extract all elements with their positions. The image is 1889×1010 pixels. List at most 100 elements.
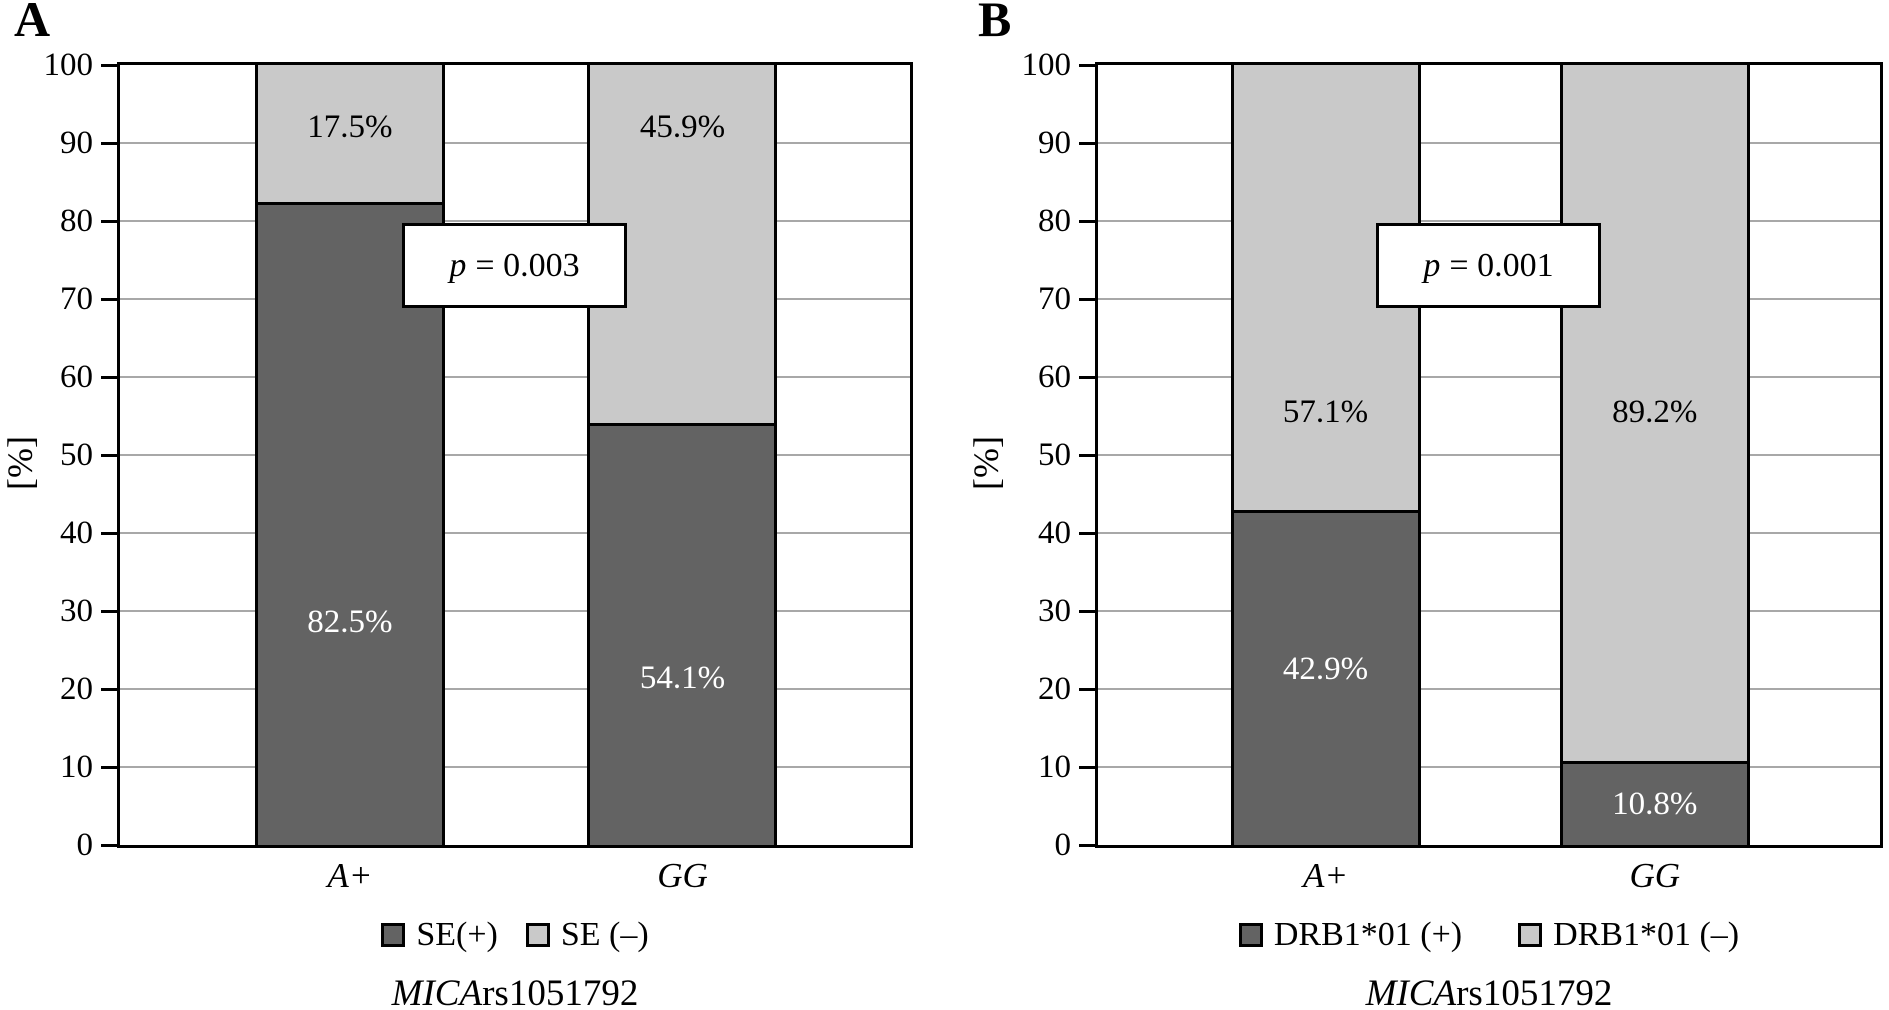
y-tick-label: 80: [60, 203, 93, 239]
legend-label: SE (–): [560, 916, 649, 953]
y-axis-tick: [1079, 531, 1095, 535]
y-tick-label: 70: [1038, 281, 1071, 317]
p-variable: p: [449, 246, 467, 284]
y-tick-label: 60: [60, 359, 93, 395]
stacked-bar-GG: [1559, 65, 1750, 845]
x-axis-title-a: MICArs1051792: [117, 972, 913, 1010]
legend-b: DRB1*01 (+) DRB1*01 (–): [1095, 916, 1883, 953]
y-axis-label-a: [%]: [0, 436, 40, 490]
gridline: [120, 220, 910, 222]
y-axis-tick: [101, 453, 117, 457]
y-tick-label: 0: [76, 827, 94, 863]
y-tick-label: 20: [1038, 671, 1071, 707]
gridline: [1098, 142, 1880, 144]
gridline: [120, 766, 910, 768]
y-tick-label: 10: [60, 749, 93, 785]
gridline: [120, 376, 910, 378]
y-tick-label: 10: [1038, 749, 1071, 785]
p-value-box-a: p = 0.003: [402, 223, 627, 308]
gridline: [1098, 532, 1880, 534]
bar-segment-dark: [257, 201, 442, 845]
y-tick-label: 30: [1038, 593, 1071, 629]
bar-segment-dark: [1233, 510, 1418, 845]
y-tick-label: 40: [60, 515, 93, 551]
y-tick-label: 70: [60, 281, 93, 317]
y-axis-tick: [1079, 141, 1095, 145]
legend-item: SE(+): [381, 916, 498, 954]
y-tick-label: 100: [43, 47, 94, 83]
x-category-label: GG: [1629, 856, 1681, 895]
x-axis-title-gene: MICA: [391, 973, 483, 1010]
y-axis-tick: [101, 843, 117, 847]
y-tick-label: 0: [1054, 827, 1072, 863]
y-tick-label: 30: [60, 593, 93, 629]
y-tick-label: 60: [1038, 359, 1071, 395]
y-axis-tick: [101, 609, 117, 613]
x-axis-title-gene: MICA: [1365, 973, 1457, 1010]
bar-segment-light: [590, 65, 775, 424]
stacked-bar-A+: [254, 65, 445, 845]
segment-value-label: 42.9%: [1282, 650, 1369, 687]
y-axis-tick: [1079, 219, 1095, 223]
y-tick-label: 100: [1021, 47, 1072, 83]
segment-value-label: 10.8%: [1612, 786, 1698, 823]
bar-segment-light: [1233, 65, 1418, 511]
gridline: [1098, 766, 1880, 768]
gridline: [120, 142, 910, 144]
gridline: [120, 688, 910, 690]
y-axis-tick: [1079, 63, 1095, 67]
gridline: [120, 610, 910, 612]
y-axis-tick: [101, 219, 117, 223]
legend-swatch-dark: [381, 923, 406, 947]
legend-a: SE(+) SE (–): [117, 916, 913, 954]
y-tick-label: 50: [1038, 437, 1071, 473]
y-tick-label: 40: [1038, 515, 1071, 551]
legend-swatch-light: [525, 923, 550, 947]
gridline: [1098, 298, 1880, 300]
bar-segment-dark: [1562, 760, 1747, 845]
x-category-label: A+: [327, 856, 373, 895]
y-axis-label-b: [%]: [966, 436, 1006, 490]
y-axis-tick: [1079, 765, 1095, 769]
y-axis-tick: [1079, 375, 1095, 379]
y-axis-tick: [1079, 609, 1095, 613]
bar-segment-light: [1562, 65, 1747, 761]
y-axis-tick: [101, 375, 117, 379]
y-axis-tick: [101, 297, 117, 301]
y-axis-tick: [1079, 843, 1095, 847]
y-axis-tick: [101, 141, 117, 145]
y-axis-tick: [1079, 687, 1095, 691]
legend-swatch-dark: [1238, 923, 1263, 947]
stacked-bar-GG: [587, 65, 778, 845]
segment-value-label: 17.5%: [307, 109, 393, 146]
y-axis-tick: [101, 765, 117, 769]
gridline: [1098, 688, 1880, 690]
segment-value-label: 45.9%: [639, 109, 726, 146]
gridline: [1098, 220, 1880, 222]
segment-value-label: 54.1%: [639, 660, 726, 697]
y-tick-label: 20: [60, 671, 93, 707]
x-axis-title-snp: rs1051792: [482, 973, 639, 1010]
x-axis-title-b: MICArs1051792: [1095, 972, 1883, 1010]
y-axis-tick: [101, 531, 117, 535]
panel-letter-a: A: [14, 0, 51, 47]
plot-area-b: p = 0.001 42.9% 57.1% 10.8% 89.2%: [1095, 62, 1883, 848]
y-tick-label: 80: [1038, 203, 1071, 239]
p-variable: p: [1423, 246, 1441, 284]
p-value-text: = 0.001: [1449, 246, 1554, 284]
y-tick-label: 90: [1038, 125, 1071, 161]
plot-area-a: p = 0.003 82.5% 17.5% 54.1% 45.9%: [117, 62, 913, 848]
y-axis-tick: [101, 63, 117, 67]
y-axis-tick: [101, 687, 117, 691]
y-tick-label: 50: [60, 437, 93, 473]
y-axis-tick: [1079, 297, 1095, 301]
segment-value-label: 82.5%: [307, 603, 393, 640]
x-axis-title-snp: rs1051792: [1456, 973, 1613, 1010]
y-axis-tick: [1079, 453, 1095, 457]
x-category-label: GG: [657, 856, 708, 895]
gridline: [1098, 454, 1880, 456]
legend-label: DRB1*01 (–): [1553, 916, 1740, 953]
